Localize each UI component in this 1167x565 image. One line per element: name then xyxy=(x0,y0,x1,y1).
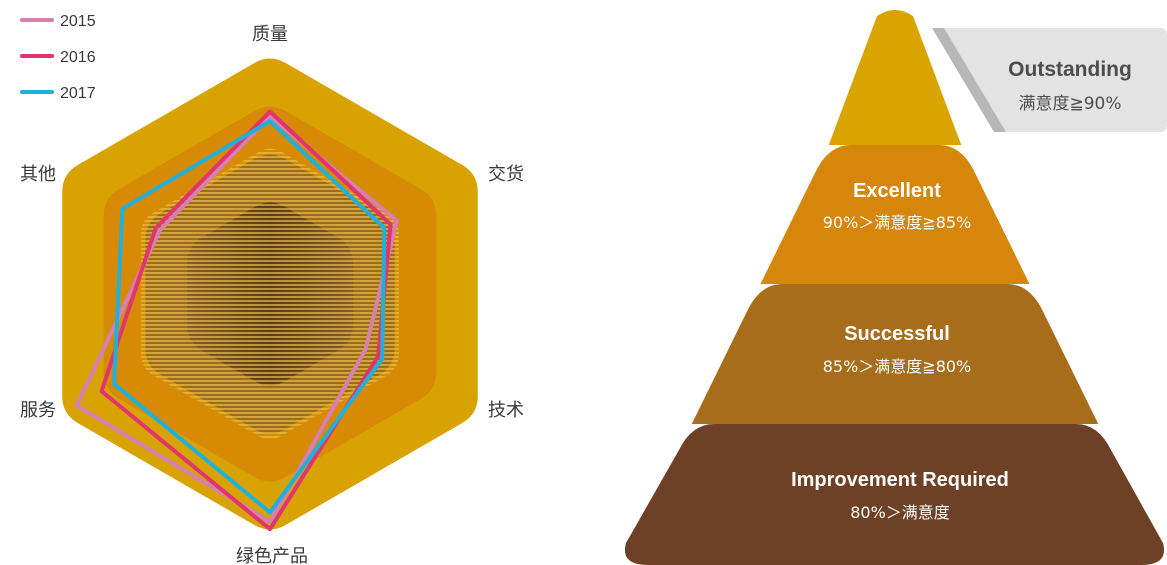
series-line-2016 xyxy=(99,109,393,532)
radar-legend: 2015 2016 2017 xyxy=(20,13,96,102)
tier-range-3: 85%＞满意度≧80% xyxy=(823,357,972,376)
radar-bands xyxy=(62,58,478,530)
radar-band-stripes xyxy=(141,148,399,440)
axis-label-2: 技术 xyxy=(488,400,524,421)
pyramid-labels: Outstanding 满意度≧90% Excellent 90%＞满意度≧85% Su… xyxy=(791,58,1132,522)
radar-series-group xyxy=(74,109,399,532)
legend-label-2017: 2017 xyxy=(60,85,96,102)
pyramid-tier-2 xyxy=(760,145,1030,284)
tier-range-1: 满意度≧90% xyxy=(1018,94,1121,114)
axis-label-3: 绿色产品 xyxy=(236,546,308,565)
tier-range-2: 90%＞满意度≧85% xyxy=(823,213,972,232)
pyramid-tier-1 xyxy=(828,10,962,145)
axis-label-5: 其他 xyxy=(20,164,56,185)
tier-title-4: Improvement Required xyxy=(791,469,1009,491)
axis-label-1: 交货 xyxy=(488,164,524,185)
tier-range-4: 80%＞满意度 xyxy=(850,503,950,522)
series-line-2017 xyxy=(112,119,387,515)
callout-box xyxy=(944,28,1167,132)
pyramid-top-callout xyxy=(932,28,1167,132)
legend-label-2016: 2016 xyxy=(60,49,96,66)
legend-label-2015: 2015 xyxy=(60,13,96,30)
tier-title-3: Successful xyxy=(844,323,950,345)
pyramid-tier-4 xyxy=(624,424,1165,565)
satisfaction-pyramid: Outstanding 满意度≧90% Excellent 90%＞满意度≧85% Su… xyxy=(624,10,1167,565)
tier-title-1: Outstanding xyxy=(1008,58,1132,81)
pyramid-tier-3 xyxy=(691,284,1099,424)
axis-label-0: 质量 xyxy=(252,24,288,45)
axis-label-4: 服务 xyxy=(20,400,56,421)
series-line-2015 xyxy=(74,114,399,524)
pyramid-tiers xyxy=(624,10,1165,565)
tier-title-2: Excellent xyxy=(853,180,941,202)
